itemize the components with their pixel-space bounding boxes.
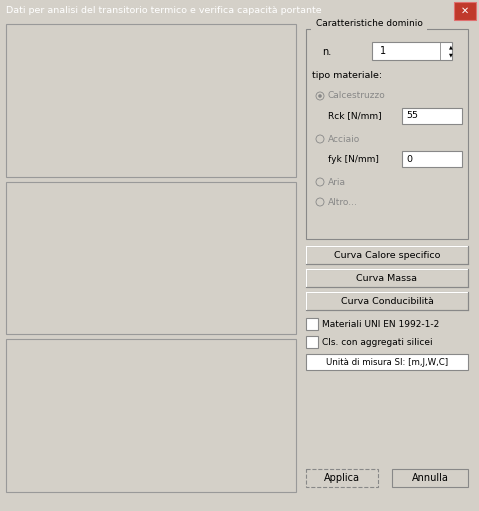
Text: ✕: ✕ [461, 6, 469, 16]
Text: tipo materiale:: tipo materiale: [312, 72, 382, 81]
Text: Annulla: Annulla [411, 473, 448, 483]
Text: Rck [N/mm]: Rck [N/mm] [328, 111, 382, 121]
Bar [372, 42, 452, 60]
Text: Curva Conducibilità: Curva Conducibilità [341, 296, 433, 306]
Title: Curva T- calore spec.: Curva T- calore spec. [119, 32, 219, 41]
Text: ▼: ▼ [449, 53, 453, 58]
Text: Caratteristiche dominio: Caratteristiche dominio [316, 19, 423, 28]
Text: Applica: Applica [324, 473, 360, 483]
Title: Curva T- massa: Curva T- massa [132, 190, 205, 199]
Text: 0: 0 [406, 154, 412, 164]
Circle shape [316, 178, 324, 186]
Text: Acciaio: Acciaio [328, 134, 360, 144]
Text: Curva Calore specifico: Curva Calore specifico [334, 250, 440, 260]
Title: Curva T- conducibilità: Curva T- conducibilità [118, 347, 220, 356]
Text: Dati per analisi del transitorio termico e verifica capacità portante: Dati per analisi del transitorio termico… [6, 7, 321, 15]
Bar [454, 2, 476, 20]
Bar [306, 29, 468, 239]
Circle shape [316, 198, 324, 206]
Bar [306, 292, 468, 310]
Circle shape [318, 94, 322, 98]
Text: ▲: ▲ [449, 44, 453, 50]
Bar [402, 108, 462, 124]
Text: Calcestruzzo: Calcestruzzo [328, 91, 386, 101]
Bar [306, 269, 468, 287]
Text: Aria: Aria [328, 177, 346, 187]
Bar [306, 318, 318, 330]
Text: fyk [N/mm]: fyk [N/mm] [328, 154, 379, 164]
Text: Curva Massa: Curva Massa [356, 273, 418, 283]
Text: Materiali UNI EN 1992-1-2: Materiali UNI EN 1992-1-2 [322, 319, 439, 329]
Text: 1: 1 [380, 46, 386, 56]
Text: Cls. con aggregati silicei: Cls. con aggregati silicei [322, 337, 433, 346]
Bar [306, 469, 378, 487]
Text: Unità di misura SI: [m,J,W,C]: Unità di misura SI: [m,J,W,C] [326, 358, 448, 366]
Bar [306, 354, 468, 370]
Bar [392, 469, 468, 487]
Text: 55: 55 [406, 111, 418, 121]
Bar [306, 246, 468, 264]
Circle shape [316, 92, 324, 100]
Bar [306, 336, 318, 348]
Text: Altro...: Altro... [328, 197, 358, 206]
Bar [402, 151, 462, 167]
Text: n.: n. [322, 47, 331, 57]
Circle shape [316, 135, 324, 143]
